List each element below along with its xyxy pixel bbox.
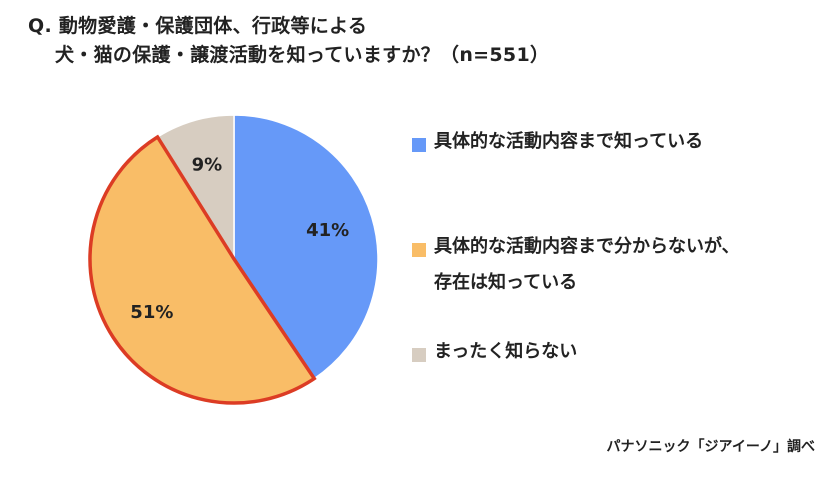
slice-label-1: 41% (306, 220, 349, 241)
title-line-2: 犬・猫の保護・譲渡活動を知っていますか？（n=551） (55, 44, 550, 66)
slice-label-3: 9% (192, 154, 223, 175)
legend-label-1: 具体的な活動内容まで知っている (434, 131, 704, 152)
source-note: パナソニック「ジアイーノ」調べ (606, 439, 815, 455)
chart-title: Q. 動物愛護・保護団体、行政等による 犬・猫の保護・譲渡活動を知っていますか？… (28, 12, 549, 70)
pie-slice-2 (88, 134, 317, 405)
legend: 具体的な活動内容まで知っている 具体的な活動内容まで分からないが、 存在は知って… (412, 0, 832, 477)
legend-item-2: 具体的な活動内容まで分からないが、 存在は知っている (412, 236, 740, 301)
legend-swatch-3 (412, 348, 426, 362)
legend-label-2: 具体的な活動内容まで分からないが、 存在は知っている (434, 236, 740, 293)
legend-swatch-1 (412, 138, 426, 152)
title-line-1: Q. 動物愛護・保護団体、行政等による (28, 15, 368, 37)
legend-item-3: まったく知らない (412, 341, 577, 370)
legend-label-3: まったく知らない (434, 341, 578, 362)
legend-item-1: 具体的な活動内容まで知っている (412, 131, 703, 160)
legend-swatch-2 (412, 243, 426, 257)
slice-label-2: 51% (130, 302, 173, 323)
pie-slice-1 (233, 114, 379, 380)
